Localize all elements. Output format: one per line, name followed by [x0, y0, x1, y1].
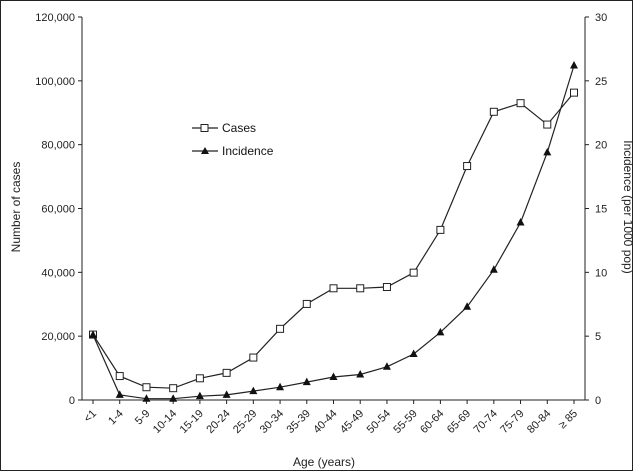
y-left-tick-label: 20,000 [41, 331, 75, 343]
incidence-point [409, 349, 418, 358]
legend-cases-marker [200, 124, 209, 132]
incidence-point [489, 265, 498, 273]
incidence-point [249, 386, 258, 395]
cases-point [115, 372, 124, 381]
incidence-point [356, 369, 365, 378]
cases-point [222, 368, 231, 377]
y-left-tick-label: 80,000 [41, 140, 75, 152]
cases-point [276, 324, 285, 333]
cases-point [516, 99, 525, 108]
cases-point [329, 284, 338, 293]
y-axis-right-title: Incidence (per 1000 pop) [621, 140, 633, 273]
y-axis-left-title: Number of cases [9, 162, 23, 253]
cases-point [169, 384, 178, 393]
incidence-point [142, 394, 151, 402]
incidence-point [115, 390, 124, 398]
cases-point [409, 268, 418, 277]
cases-point [142, 383, 151, 392]
y-right-tick-label: 15 [595, 204, 607, 216]
y-left-tick-label: 120,000 [35, 12, 75, 24]
cases-point [489, 107, 498, 116]
y-left-tick-label: 60,000 [41, 204, 75, 216]
cases-point [463, 162, 472, 171]
y-left-tick-label: 0 [69, 395, 75, 407]
y-right-tick-label: 20 [595, 140, 607, 152]
incidence-point [382, 362, 391, 370]
incidence-point [436, 327, 445, 336]
incidence-point [89, 330, 97, 338]
cases-point [543, 120, 552, 129]
legend-incidence-label: Incidence [222, 144, 274, 158]
y-left-tick-label: 40,000 [41, 267, 75, 279]
cases-point [356, 284, 365, 293]
y-right-tick-label: 30 [595, 12, 607, 24]
legend-incidence-marker [201, 147, 209, 154]
y-left-tick-label: 100,000 [35, 76, 75, 88]
y-right-tick-label: 25 [595, 76, 607, 88]
cases-point [436, 225, 445, 234]
incidence-point [329, 372, 338, 381]
legend-cases-label: Cases [222, 121, 256, 135]
y-right-tick-label: 0 [595, 395, 601, 407]
cases-point [570, 88, 578, 97]
legend: Cases Incidence [192, 121, 274, 158]
series-layer [89, 61, 578, 402]
incidence-point [302, 377, 311, 386]
cases-point [249, 353, 258, 362]
cases-point [382, 283, 391, 292]
cases-point [195, 374, 204, 383]
y-right-tick-label: 10 [595, 267, 607, 279]
incidence-point [516, 218, 525, 226]
incidence-point [169, 394, 178, 402]
x-axis-title: Age (years) [293, 455, 355, 469]
incidence-point [463, 302, 472, 310]
incidence-point [543, 147, 552, 156]
incidence-point [222, 390, 231, 398]
cases-point [302, 299, 311, 308]
incidence-point [276, 382, 285, 391]
incidence-point [570, 61, 578, 69]
incidence-point [195, 391, 204, 400]
y-right-tick-label: 5 [595, 331, 601, 343]
